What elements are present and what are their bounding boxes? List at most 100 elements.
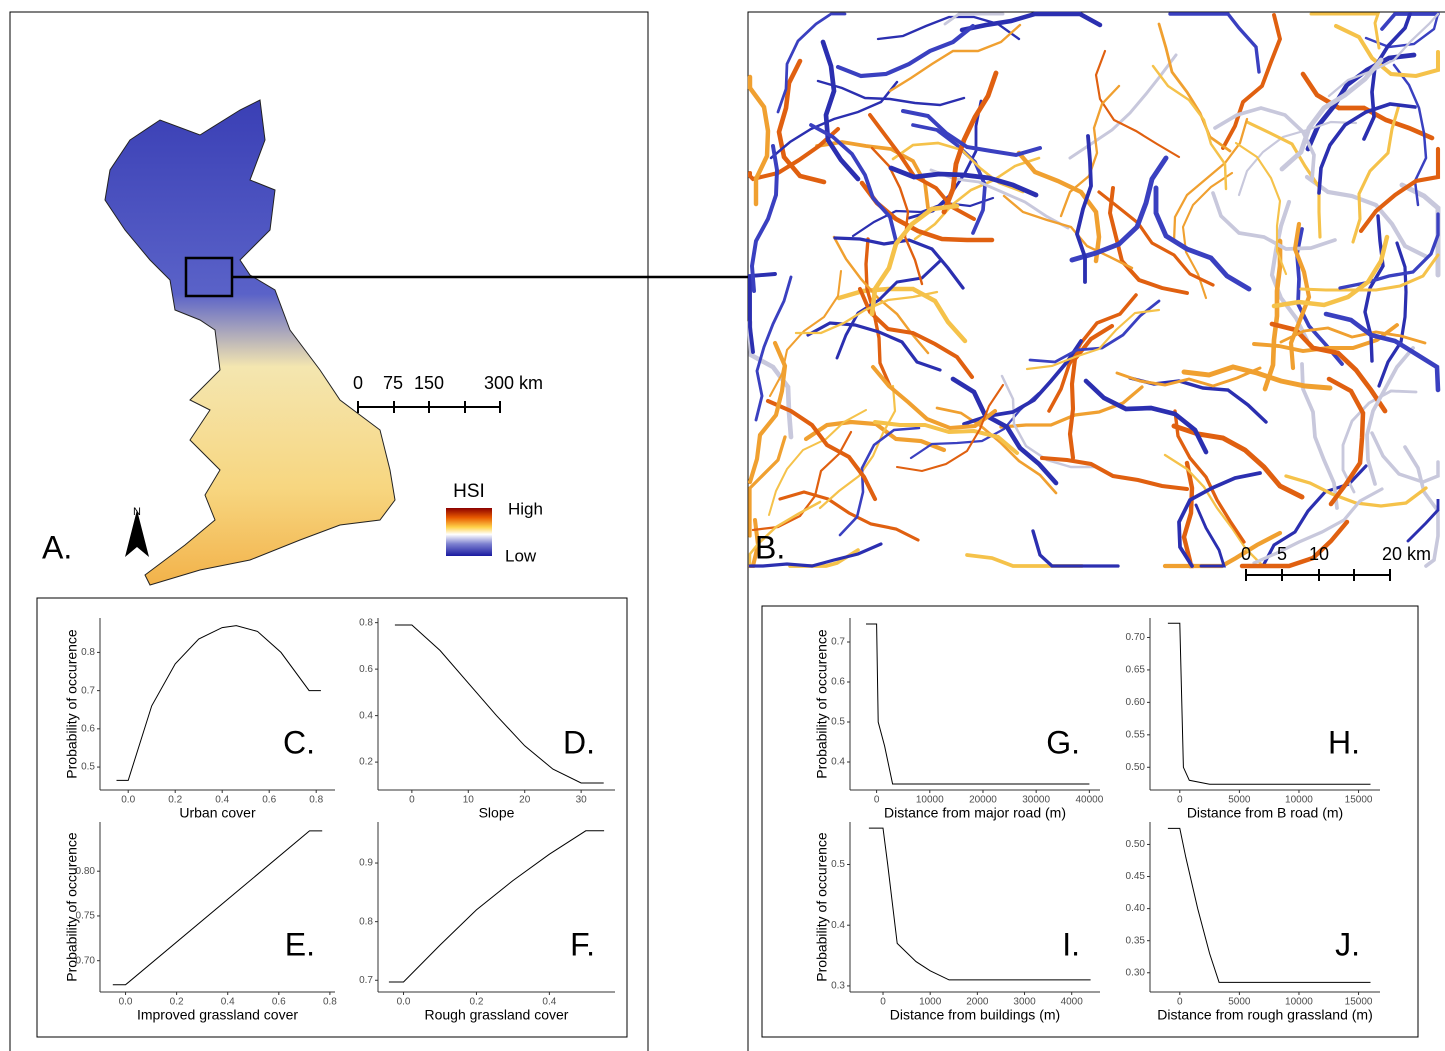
y-axis-label: Probability of occurence: [64, 629, 80, 779]
road: [794, 290, 939, 335]
x-tick-label: 3000: [1013, 997, 1036, 1008]
y-tick-label: 0.70: [1126, 632, 1146, 643]
x-tick-label: 4000: [1061, 997, 1084, 1008]
road: [1341, 389, 1418, 494]
road: [750, 144, 779, 293]
road: [816, 79, 966, 107]
x-tick-label: 0.8: [323, 997, 337, 1008]
x-tick-label: 0: [880, 997, 886, 1008]
road: [1304, 174, 1430, 260]
legend-high: High: [508, 499, 543, 518]
response-curve: [394, 624, 604, 784]
gb-map: [104, 99, 396, 586]
road: [1181, 364, 1333, 391]
road: [1028, 299, 1161, 364]
x-tick-label: 0: [1177, 795, 1183, 806]
x-tick-label: 15000: [1345, 795, 1373, 806]
panel-label: J.: [1335, 926, 1360, 962]
y-tick-label: 0.8: [81, 647, 95, 658]
x-axis-label: Distance from buildings (m): [890, 1007, 1060, 1023]
road: [754, 275, 793, 422]
road: [835, 23, 976, 79]
road: [1284, 474, 1428, 508]
road: [748, 542, 883, 568]
y-tick-label: 0.6: [359, 664, 373, 675]
road: [1163, 453, 1265, 568]
y-tick-label: 0.7: [359, 975, 373, 986]
x-tick-label: 0: [1177, 997, 1183, 1008]
x-tick-label: 20000: [969, 795, 997, 806]
road: [1245, 120, 1322, 239]
x-tick-label: 0.0: [119, 997, 133, 1008]
road: [1194, 503, 1226, 568]
road: [851, 196, 995, 238]
road: [943, 12, 1005, 26]
road: [1279, 326, 1427, 345]
road: [1406, 499, 1440, 543]
scale-label: 10: [1309, 544, 1329, 564]
road: [888, 165, 1039, 198]
y-tick-label: 0.7: [831, 637, 845, 648]
x-tick-label: 0.2: [469, 997, 483, 1008]
y-tick-label: 0.5: [831, 717, 845, 728]
road: [809, 123, 898, 243]
road: [1016, 150, 1102, 264]
road: [1252, 323, 1399, 353]
x-tick-label: 0.0: [397, 997, 411, 1008]
north-arrow: [125, 510, 149, 557]
x-tick-label: 2000: [966, 997, 989, 1008]
scale-label: 5: [1277, 544, 1287, 564]
road: [1177, 471, 1262, 568]
road: [1107, 186, 1189, 295]
road: [941, 70, 999, 215]
panel-label: I.: [1062, 926, 1080, 962]
y-tick-label: 0.3: [831, 981, 845, 992]
legend-low: Low: [505, 546, 537, 565]
frame-b: [747, 11, 1445, 1051]
response-curve: [1167, 622, 1371, 785]
curves-box: [36, 597, 628, 1038]
road: [1031, 529, 1120, 568]
road: [1000, 374, 1098, 469]
x-tick-label: 30000: [1022, 795, 1050, 806]
y-tick-label: 0.45: [1126, 871, 1146, 882]
road: [1309, 12, 1381, 50]
road: [1115, 366, 1262, 388]
road: [1377, 241, 1408, 388]
road: [1094, 49, 1181, 159]
response-curve: [868, 827, 1091, 981]
y-tick-label: 0.7: [81, 685, 95, 696]
road: [838, 426, 921, 537]
road: [748, 435, 787, 538]
road: [765, 398, 878, 502]
y-axis-label: Probability of occurence: [64, 832, 80, 982]
x-tick-label: 15000: [1345, 997, 1373, 1008]
y-tick-label: 0.8: [359, 916, 373, 927]
y-tick-label: 0.5: [81, 762, 95, 773]
y-tick-label: 0.55: [1126, 729, 1146, 740]
road: [769, 80, 899, 160]
x-tick-label: 0.6: [262, 795, 276, 806]
scale-label: 150: [414, 373, 444, 393]
road: [1039, 455, 1190, 492]
scale-label: 75: [383, 373, 403, 393]
x-tick-label: 10000: [1285, 997, 1313, 1008]
road: [747, 74, 771, 207]
road: [1299, 253, 1440, 292]
road: [950, 376, 1059, 486]
road: [1252, 487, 1384, 565]
scale-label: 300 km: [484, 373, 543, 393]
y-tick-label: 0.6: [81, 723, 95, 734]
y-tick-label: 0.75: [76, 911, 96, 922]
road-network: [747, 11, 1441, 569]
road: [1211, 191, 1337, 251]
road: [835, 259, 942, 360]
y-tick-label: 0.50: [1126, 762, 1146, 773]
x-tick-label: 1000: [919, 997, 942, 1008]
y-tick-label: 0.30: [1126, 967, 1146, 978]
y-tick-label: 0.70: [76, 955, 96, 966]
road: [913, 156, 1041, 241]
road: [1168, 12, 1261, 74]
x-tick-label: 0.2: [168, 795, 182, 806]
road: [935, 406, 1058, 495]
